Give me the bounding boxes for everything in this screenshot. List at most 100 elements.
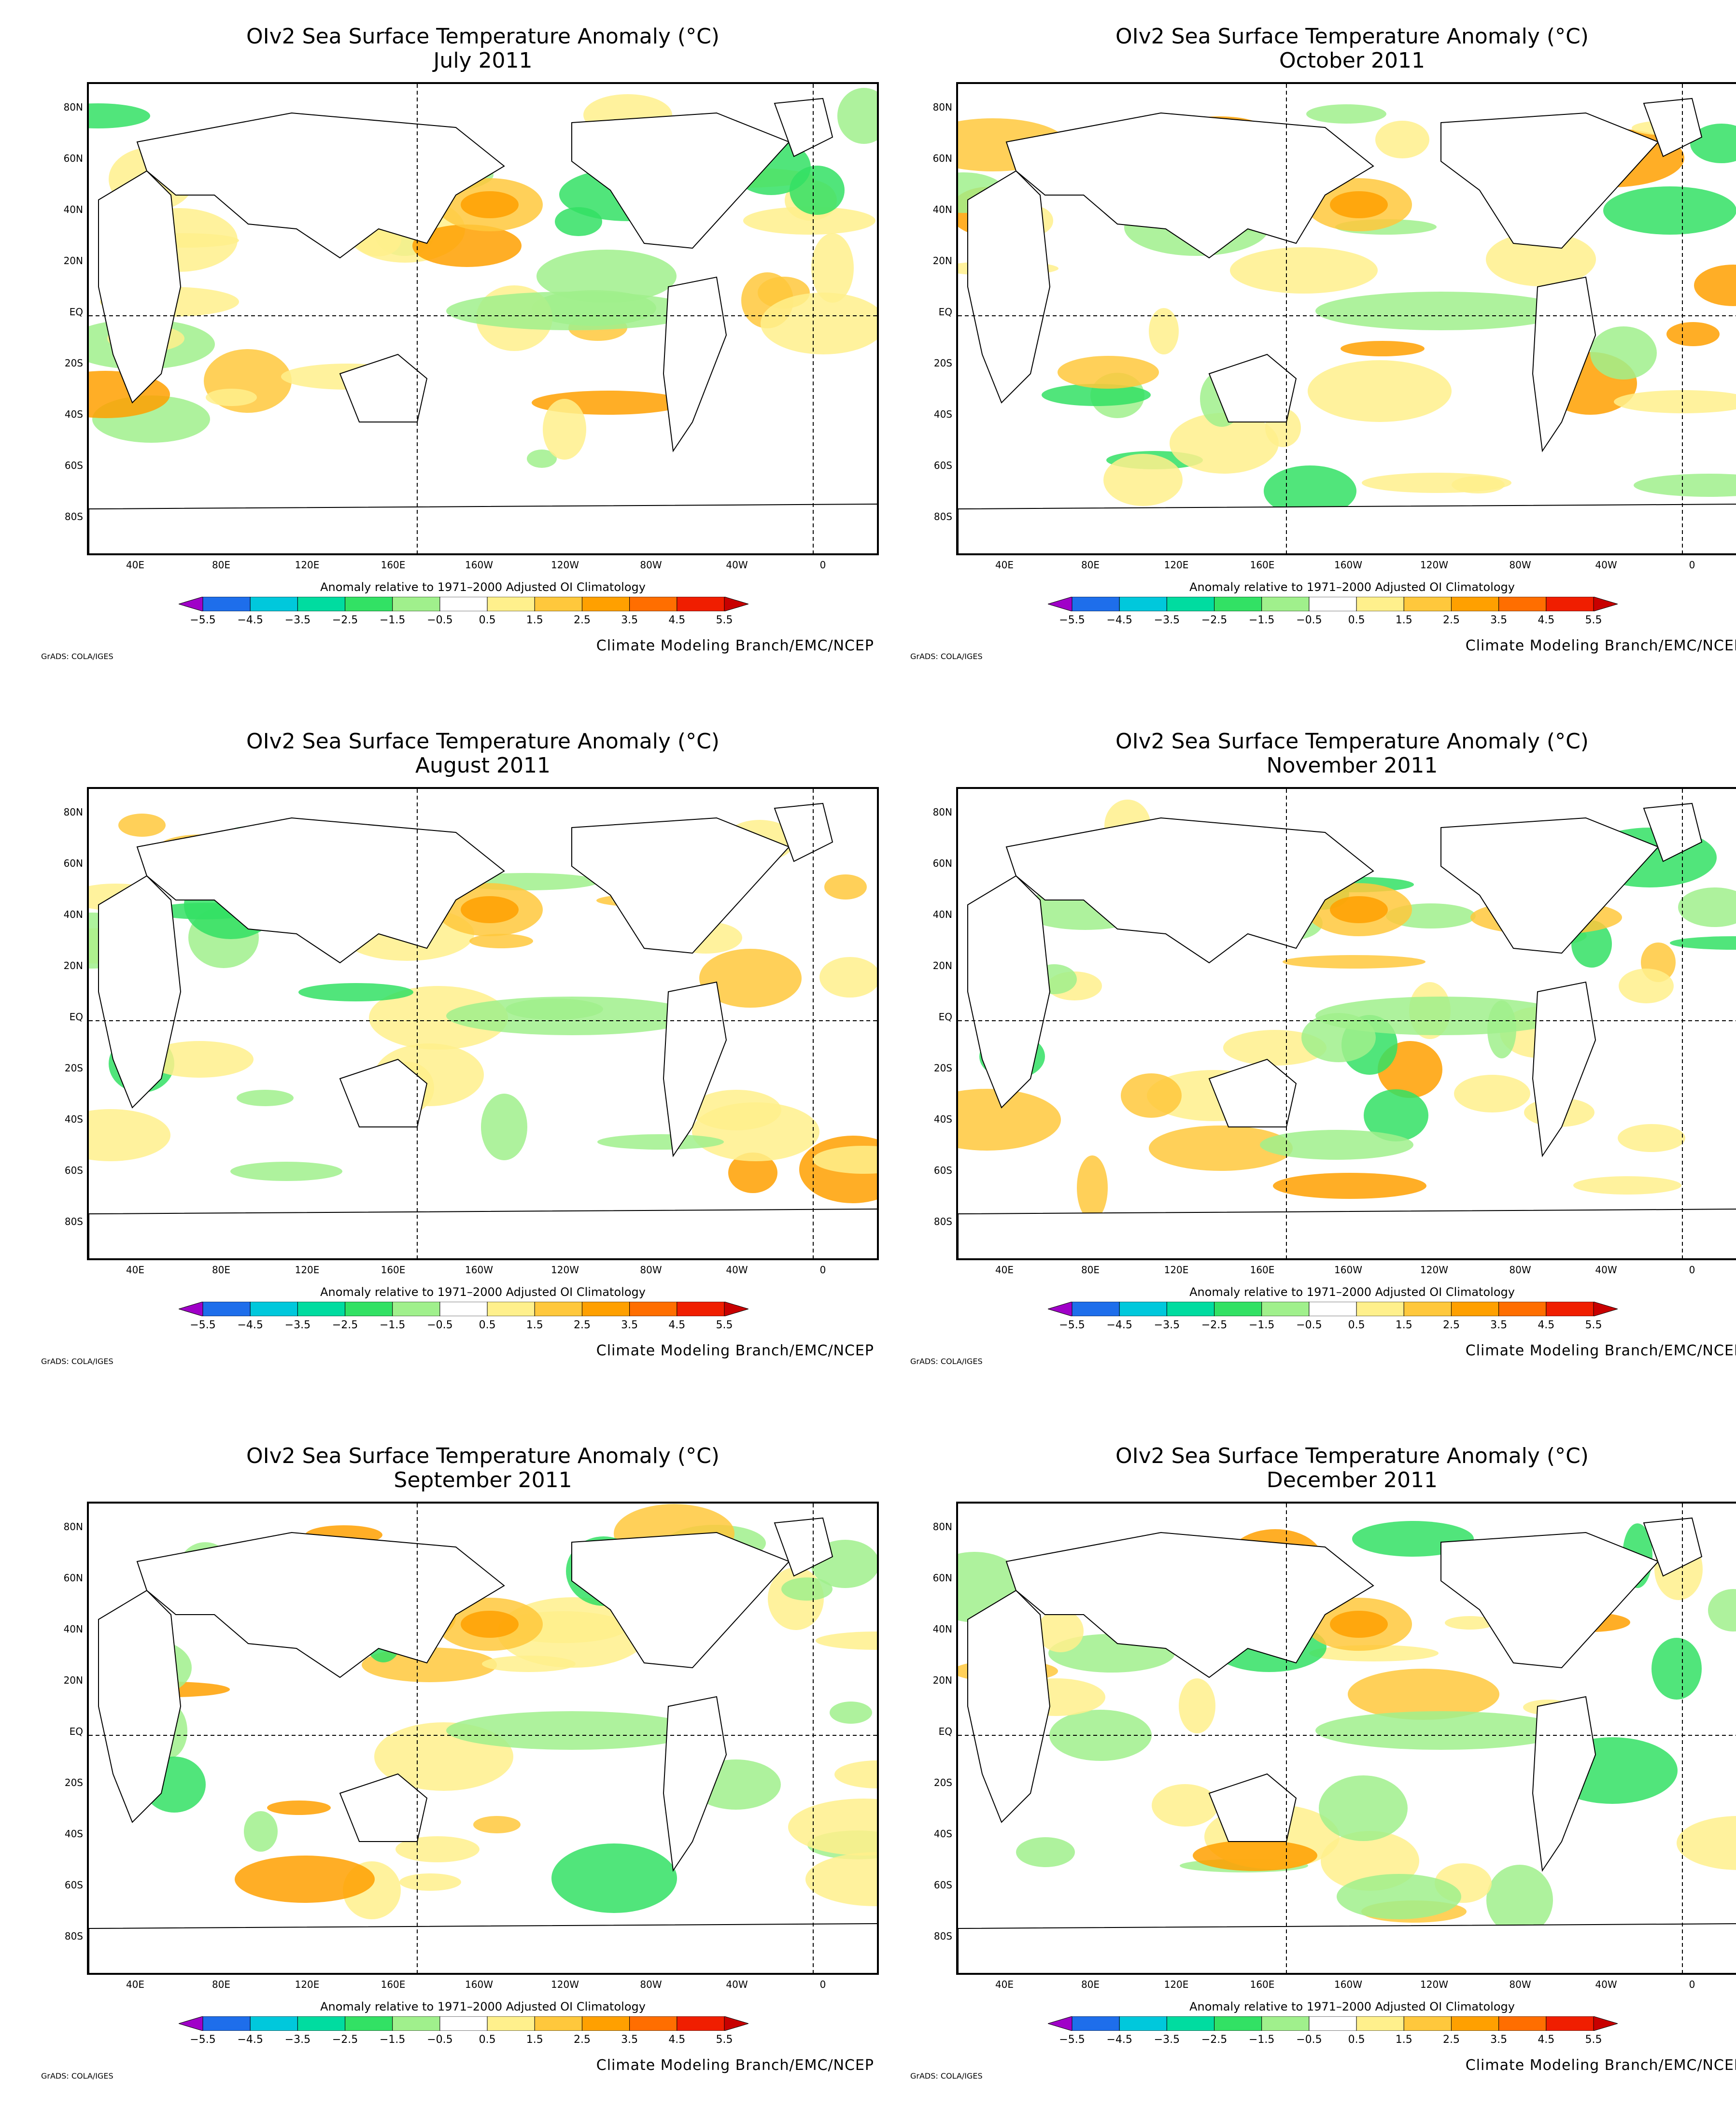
colorbar-swatch [1261,2016,1310,2031]
colorbar-tick: −3.5 [1154,1319,1180,1331]
landmass [571,817,790,954]
colorbar-tick: −1.5 [1249,2034,1275,2046]
lat-label: 20N [932,960,952,971]
colorbar-tick: 0.5 [479,614,496,626]
landmass [958,1209,1736,1258]
colorbar-swatch [250,1302,298,1316]
lat-label: 80S [64,1216,83,1227]
colorbar-tick: −2.5 [1201,1319,1228,1331]
lon-label: 40W [1595,1979,1617,1990]
anomaly-region [1651,1638,1702,1700]
lon-label: 80W [1509,1264,1531,1276]
colorbar-tick: −5.5 [190,614,216,626]
colorbar-swatch [487,2016,535,2031]
colorbar-tick: 2.5 [573,614,591,626]
lon-label: 120E [295,1264,320,1276]
colorbar-swatch [677,2016,725,2031]
map-panel: OIv2 Sea Surface Temperature Anomaly (°C… [910,729,1736,1395]
anomaly-region [461,1611,519,1638]
lat-label: 40N [932,909,952,920]
lat-label: 80N [63,806,83,818]
anomaly-region [555,207,602,236]
anomaly-region [1223,1030,1327,1066]
lon-label: 40E [995,559,1014,571]
lon-label: 80E [212,1979,231,1990]
anomaly-region [1677,1816,1736,1870]
colorbar-tick: 1.5 [1395,614,1412,626]
colorbar-swatch [345,1302,393,1316]
anomaly-region [1486,232,1596,286]
anomaly-region [1152,1784,1218,1827]
lat-label: 60S [64,460,83,471]
panel-title: OIv2 Sea Surface Temperature Anomaly (°C… [246,1444,720,1468]
colorbar-swatch [1498,1302,1547,1316]
lon-label: 120E [295,1979,320,1990]
colorbar-swatch [1214,597,1262,611]
anomaly-region [816,1632,877,1650]
anomaly-region [89,103,150,128]
colorbar-swatch [250,2016,298,2031]
colorbar-swatch [250,597,298,611]
panel-month: December 2011 [1266,1468,1438,1492]
colorbar-swatch [179,1302,203,1316]
colorbar [179,597,748,611]
lat-label: 40S [933,408,952,420]
lat-label: 40N [932,1623,952,1635]
lon-label: 120W [551,1264,579,1276]
colorbar-caption: Anomaly relative to 1971–2000 Adjusted O… [320,580,646,594]
anomaly-region [1362,473,1511,493]
anomaly-region [1690,124,1736,163]
colorbar-swatch [724,2016,748,2031]
colorbar-tick: 0.5 [1348,614,1365,626]
colorbar-swatch [297,2016,346,2031]
anomaly-region [543,399,586,460]
landmass [98,875,182,1109]
colorbar-swatch [1356,2016,1404,2031]
lat-label: 20N [63,1674,83,1686]
anomaly-region [743,207,875,235]
anomaly-region [118,814,166,837]
anomaly-region [1058,356,1159,389]
anomaly-region [1634,474,1736,497]
lat-label: 60N [932,858,952,869]
colorbar-tick: −0.5 [1296,1319,1322,1331]
anomaly-region [145,1041,254,1078]
landmass [958,1923,1736,1973]
lon-label: 160E [381,559,406,571]
anomaly-region [1315,997,1567,1035]
anomaly-region [1670,936,1736,950]
sst-map [87,787,879,1260]
lat-label: 80N [932,1521,952,1533]
colorbar-swatch [534,597,582,611]
lon-label: 80E [1081,1264,1100,1276]
anomaly-region [1103,454,1183,506]
sst-map [87,82,879,555]
colorbar-swatch [1048,597,1073,611]
lat-label: 40N [63,1623,83,1635]
colorbar-swatch [677,1302,725,1316]
colorbar-swatch [392,597,440,611]
map-panel: OIv2 Sea Surface Temperature Anomaly (°C… [41,729,879,1395]
lon-label: 80E [212,559,231,571]
colorbar-tick: −2.5 [332,2034,358,2046]
colorbar-swatch [1119,1302,1167,1316]
lat-label: 40N [63,909,83,920]
landmass [1532,981,1596,1157]
anomaly-region [1341,341,1425,356]
anomaly-region [527,450,557,468]
colorbar-tick: −2.5 [332,1319,358,1331]
lon-label: 120W [1420,559,1448,571]
colorbar-tick: −0.5 [427,2034,453,2046]
anomaly-region [1678,887,1736,927]
colorbar-tick: −1.5 [380,2034,406,2046]
landmass [1643,98,1703,157]
colorbar-swatch [345,597,393,611]
sst-map [956,82,1736,555]
colorbar-swatch [487,1302,535,1316]
credit-text: Climate Modeling Branch/EMC/NCEP [596,2057,874,2074]
landmass [967,170,1051,404]
colorbar-tick: −2.5 [1201,2034,1228,2046]
lat-label: 60N [63,858,83,869]
landmass [774,98,833,157]
landmass [1005,112,1374,259]
